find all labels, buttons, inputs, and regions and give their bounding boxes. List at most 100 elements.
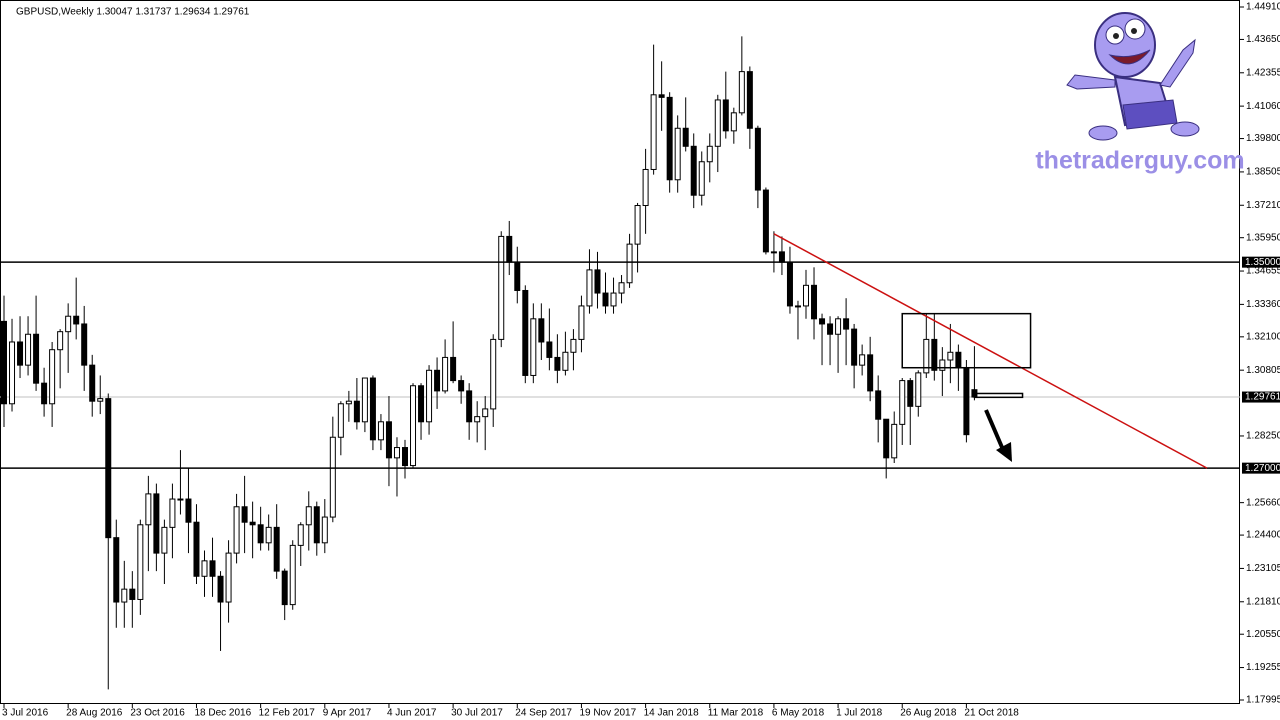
y-tick-label: 1.20550 [1246, 629, 1280, 640]
box [901, 312, 1032, 369]
candle-body [418, 385, 425, 423]
candle-body [161, 526, 168, 554]
candle-body [434, 369, 441, 392]
candle-body [217, 575, 224, 603]
candle-body [843, 318, 850, 330]
y-tick-label: 1.35950 [1246, 232, 1280, 243]
candle-body [666, 96, 673, 181]
candle-body [361, 377, 368, 423]
x-tick-label: 4 Jun 2017 [387, 708, 437, 719]
candle-body [546, 341, 553, 358]
candle-body [9, 341, 16, 405]
candle-body [201, 560, 208, 577]
candle-body [41, 382, 48, 405]
level-label: 1.35000 [1245, 257, 1280, 268]
candle-body [642, 168, 649, 207]
candle-body [899, 380, 906, 425]
x-tick-label: 21 Oct 2018 [964, 708, 1019, 719]
candle-body [450, 356, 457, 382]
y-tick-label: 1.41060 [1246, 101, 1280, 112]
candle-body [410, 385, 417, 467]
candle-body [931, 338, 938, 371]
candle-body [377, 421, 384, 441]
candle-body [803, 284, 809, 307]
y-tick-label: 1.43650 [1246, 34, 1280, 45]
candle-body [321, 516, 328, 544]
candle-body [329, 436, 336, 518]
candle-body [811, 284, 818, 320]
candle-body [578, 305, 585, 340]
candle-body [907, 380, 914, 407]
x-tick-label: 3 Jul 2016 [2, 708, 49, 719]
candle-body [426, 369, 433, 423]
candle-body [402, 447, 408, 467]
candle-body [827, 323, 834, 335]
y-tick-label: 1.38505 [1246, 167, 1280, 178]
candle-body [1, 320, 7, 405]
candle-body [49, 349, 56, 405]
candle-body [530, 318, 537, 376]
candle-body [385, 421, 392, 459]
trendline [773, 233, 1208, 469]
small-box [973, 392, 1024, 399]
candle-body [65, 315, 72, 333]
candle-body [17, 341, 24, 366]
y-tick-label: 1.44910 [1246, 2, 1280, 13]
candle-body [121, 588, 128, 603]
candle-body [634, 205, 641, 245]
candle-body [923, 338, 930, 374]
candle-body [249, 521, 256, 526]
candle-body [337, 403, 344, 438]
candle-body [73, 315, 80, 325]
watermark: thetraderguy.com [1035, 147, 1244, 175]
candle-body [458, 380, 465, 392]
candle-body [594, 269, 601, 294]
candle-body [345, 400, 352, 405]
candle-body [442, 356, 449, 392]
x-tick-label: 9 Apr 2017 [323, 708, 372, 719]
x-tick-label: 23 Oct 2016 [130, 708, 185, 719]
candle-body [57, 331, 64, 351]
candle-body [698, 161, 705, 196]
candle-body [177, 498, 184, 501]
candle-body [281, 570, 288, 606]
candle-body [722, 99, 729, 132]
candle-body [33, 333, 40, 384]
mascot [1066, 12, 1200, 141]
candle-body [939, 359, 946, 371]
y-tick-label: 1.19255 [1246, 662, 1280, 673]
candle-body [498, 235, 505, 340]
y-tick-label: 1.25660 [1246, 497, 1280, 508]
candle-body [522, 289, 529, 376]
y-tick-label: 1.39800 [1246, 133, 1280, 144]
candle-body [185, 498, 192, 523]
candle-body [209, 560, 216, 577]
candle-body [241, 506, 248, 523]
chart-header: GBPUSD,Weekly 1.30047 1.31737 1.29634 1.… [16, 7, 250, 18]
candle-body [538, 318, 545, 343]
candle-body [778, 251, 785, 263]
current-price-label: 1.29761 [1245, 392, 1280, 403]
candle-body [706, 145, 713, 163]
candle-body [867, 354, 874, 392]
candle-body [257, 524, 264, 544]
current-price-label-bg [1242, 391, 1280, 403]
candle-body [369, 377, 376, 441]
candle-body [490, 338, 497, 410]
y-tick-label: 1.33360 [1246, 299, 1280, 310]
marks-layer [0, 36, 1240, 690]
candle-body [137, 524, 144, 600]
candle-body [233, 506, 240, 554]
candle-body [353, 400, 360, 423]
candle-body [225, 552, 232, 603]
candle-body [393, 447, 400, 459]
candle-body [482, 408, 489, 418]
candle-body [169, 498, 176, 528]
candle-body [25, 333, 32, 366]
candle-body [570, 338, 577, 353]
candle-body [915, 372, 922, 407]
candle-body [835, 318, 842, 335]
candle-body [746, 71, 753, 129]
